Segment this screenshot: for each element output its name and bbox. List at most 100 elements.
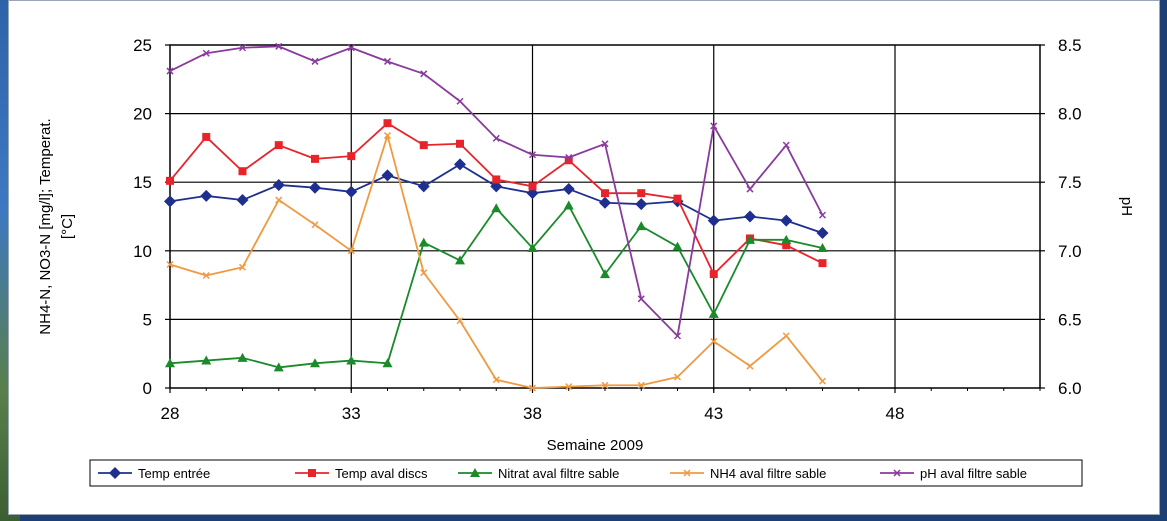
data-point-temp-entree <box>272 178 285 191</box>
data-point-nitrat-aval-filtre-sable <box>201 355 212 365</box>
data-point-temp-aval-discs <box>637 189 646 198</box>
data-point-temp-entree <box>744 210 756 223</box>
data-point-ph-aval-filtre-sable <box>673 332 682 340</box>
y-tick-label-left: 15 <box>133 173 152 192</box>
data-point-ph-aval-filtre-sable <box>818 211 827 219</box>
data-point-nitrat-aval-filtre-sable <box>273 362 284 372</box>
data-point-nh4-aval-filtre-sable <box>818 377 827 385</box>
data-point-temp-entree <box>635 198 648 211</box>
x-tick-label: 28 <box>161 404 180 423</box>
data-point-nh4-aval-filtre-sable <box>673 373 682 381</box>
data-point-nh4-aval-filtre-sable <box>347 247 355 255</box>
data-point-nitrat-aval-filtre-sable <box>708 308 719 318</box>
data-point-temp-entree <box>164 195 176 208</box>
data-point-ph-aval-filtre-sable <box>782 141 790 149</box>
legend-label-nitrat-aval-filtre-sable: Nitrat aval filtre sable <box>498 466 619 481</box>
data-point-nh4-aval-filtre-sable <box>383 132 392 140</box>
data-point-temp-aval-discs <box>383 119 392 128</box>
data-point-nitrat-aval-filtre-sable <box>636 221 647 231</box>
data-point-ph-aval-filtre-sable <box>166 67 174 75</box>
legend-marker-ph-aval-filtre-sable <box>893 469 901 477</box>
data-point-nitrat-aval-filtre-sable <box>817 243 828 253</box>
y-tick-label-right: 7.0 <box>1058 242 1082 261</box>
data-point-nitrat-aval-filtre-sable <box>382 358 393 368</box>
data-point-ph-aval-filtre-sable <box>420 70 428 78</box>
data-point-temp-aval-discs <box>311 154 319 163</box>
data-point-nh4-aval-filtre-sable <box>202 271 210 280</box>
legend-marker-nh4-aval-filtre-sable <box>683 469 691 477</box>
data-point-temp-entree <box>454 158 466 171</box>
data-point-nh4-aval-filtre-sable <box>420 269 428 277</box>
data-point-nitrat-aval-filtre-sable <box>781 234 792 244</box>
data-point-nh4-aval-filtre-sable <box>746 362 754 370</box>
data-point-nitrat-aval-filtre-sable <box>346 355 357 365</box>
data-point-ph-aval-filtre-sable <box>710 122 718 130</box>
legend-label-temp-aval-discs: Temp aval discs <box>335 466 428 481</box>
x-tick-label: 43 <box>704 404 723 423</box>
data-point-temp-entree <box>417 180 430 193</box>
x-tick-label: 48 <box>886 404 905 423</box>
data-point-temp-aval-discs <box>818 259 827 268</box>
legend-marker-temp-entree <box>109 467 121 479</box>
data-point-temp-aval-discs <box>709 270 718 279</box>
data-point-ph-aval-filtre-sable <box>311 57 319 65</box>
y-tick-label-right: 7.5 <box>1058 173 1082 192</box>
legend-marker-nitrat-aval-filtre-sable <box>470 468 480 477</box>
data-point-nitrat-aval-filtre-sable <box>310 358 320 368</box>
data-point-nh4-aval-filtre-sable <box>565 383 573 391</box>
data-point-ph-aval-filtre-sable <box>238 44 247 52</box>
data-point-temp-entree <box>381 169 394 182</box>
legend-box <box>89 459 1083 487</box>
data-point-ph-aval-filtre-sable <box>492 134 500 142</box>
data-point-nitrat-aval-filtre-sable <box>418 237 429 247</box>
data-point-nitrat-aval-filtre-sable <box>563 200 574 210</box>
data-point-temp-entree <box>309 181 321 194</box>
data-point-ph-aval-filtre-sable <box>746 185 754 193</box>
data-point-nh4-aval-filtre-sable <box>166 260 174 269</box>
y-axis-title-right: pH <box>1118 197 1135 216</box>
data-point-temp-entree <box>816 226 829 239</box>
x-tick-label: 38 <box>523 404 542 423</box>
data-point-ph-aval-filtre-sable <box>383 57 392 65</box>
data-point-nh4-aval-filtre-sable <box>311 221 319 229</box>
data-point-nh4-aval-filtre-sable <box>275 196 283 204</box>
data-point-temp-entree <box>562 183 575 196</box>
data-point-temp-entree <box>780 214 793 227</box>
y-tick-label-left: 25 <box>133 36 152 55</box>
data-point-temp-aval-discs <box>202 132 211 141</box>
data-point-nitrat-aval-filtre-sable <box>165 358 175 368</box>
data-point-nitrat-aval-filtre-sable <box>455 255 465 265</box>
data-point-temp-entree <box>200 189 213 202</box>
data-point-ph-aval-filtre-sable <box>275 42 283 50</box>
plot-area <box>169 44 1041 389</box>
data-point-temp-aval-discs <box>274 141 283 150</box>
y-axis-title-left-line: NH4-N, NO3-N [mg/l]; Temperat. <box>37 118 54 334</box>
y-tick-label-left: 20 <box>133 105 152 124</box>
legend-marker-temp-aval-discs <box>308 469 316 477</box>
data-point-nitrat-aval-filtre-sable <box>527 243 538 253</box>
data-point-temp-aval-discs <box>238 167 247 176</box>
data-point-temp-aval-discs <box>166 176 174 185</box>
data-point-nh4-aval-filtre-sable <box>492 376 500 384</box>
data-point-temp-aval-discs <box>601 189 609 198</box>
data-point-ph-aval-filtre-sable <box>202 49 210 57</box>
legend-label-nh4-aval-filtre-sable: NH4 aval filtre sable <box>710 466 826 481</box>
y-tick-label-left: 0 <box>143 379 152 398</box>
data-point-nitrat-aval-filtre-sable <box>237 352 248 362</box>
data-point-ph-aval-filtre-sable <box>347 44 355 52</box>
data-point-ph-aval-filtre-sable <box>601 140 609 148</box>
data-point-nitrat-aval-filtre-sable <box>745 234 755 244</box>
data-point-temp-aval-discs <box>673 194 682 203</box>
data-point-nh4-aval-filtre-sable <box>238 263 247 271</box>
data-point-nh4-aval-filtre-sable <box>601 381 609 389</box>
data-point-temp-aval-discs <box>347 152 356 161</box>
data-point-temp-aval-discs <box>419 141 428 150</box>
y-tick-label-right: 6.5 <box>1058 310 1082 329</box>
data-point-ph-aval-filtre-sable <box>565 153 573 162</box>
x-axis-title: Semaine 2009 <box>547 437 644 454</box>
data-point-temp-aval-discs <box>528 182 537 191</box>
data-point-nitrat-aval-filtre-sable <box>672 241 683 251</box>
data-point-ph-aval-filtre-sable <box>528 151 537 159</box>
data-point-nh4-aval-filtre-sable <box>710 337 718 345</box>
